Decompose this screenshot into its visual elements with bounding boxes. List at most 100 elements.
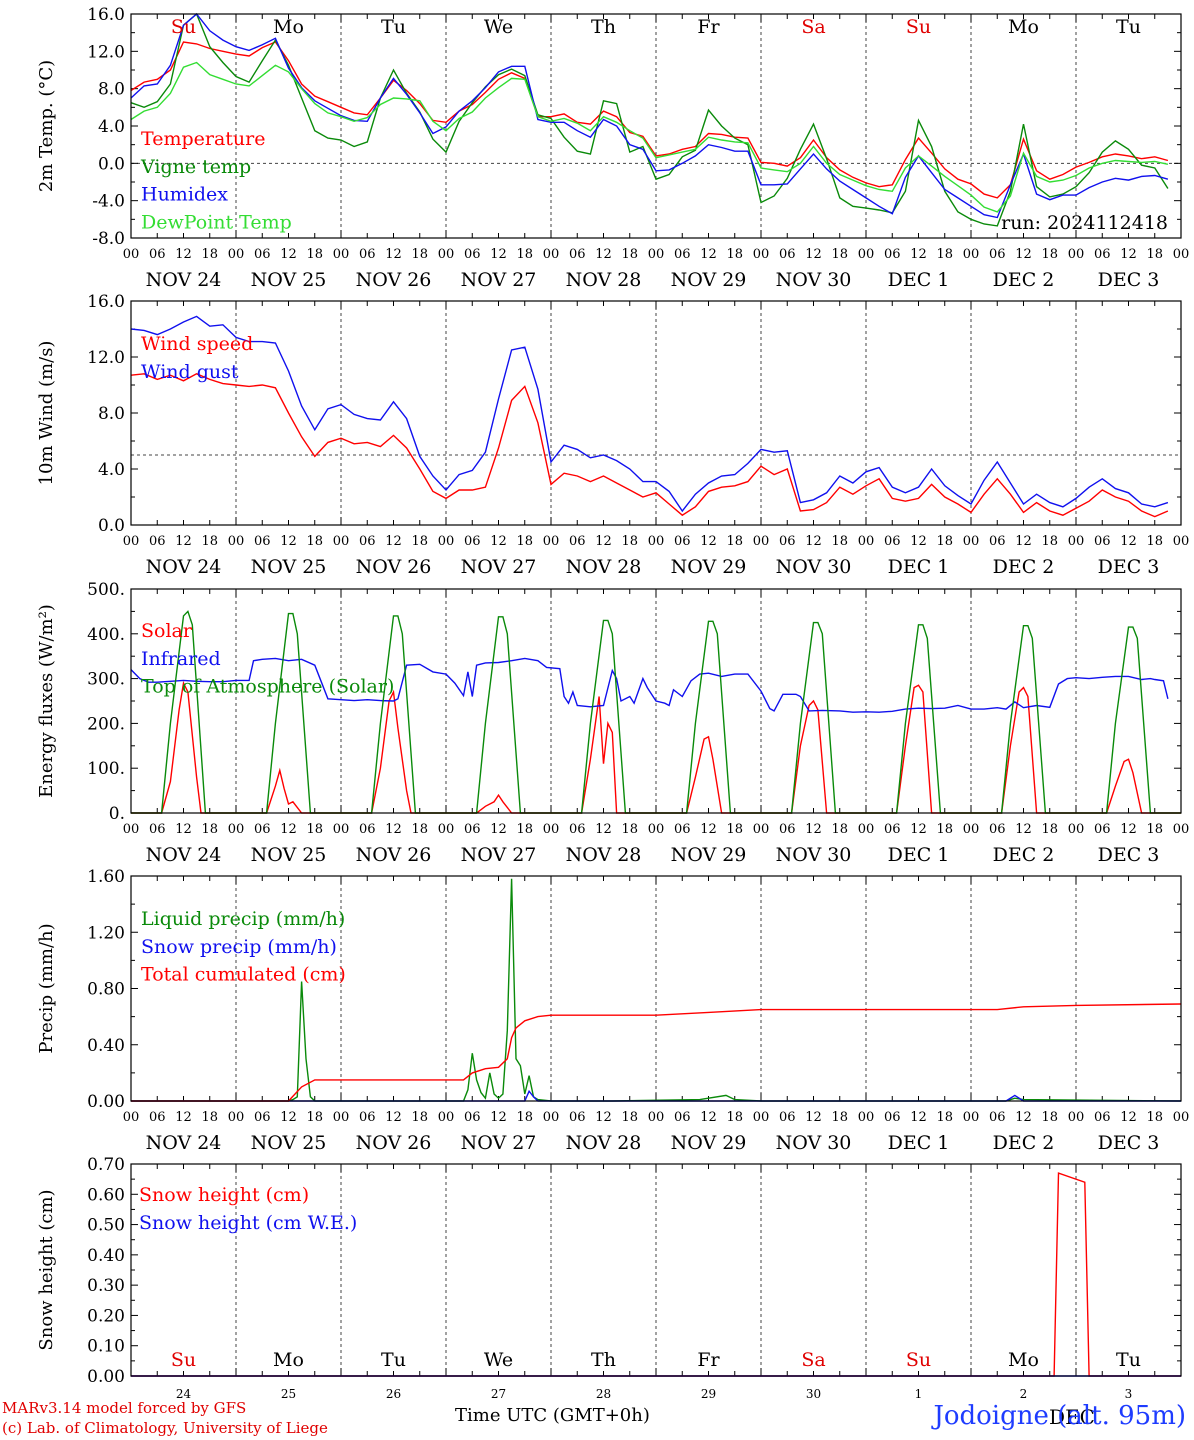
- date-label: NOV 28: [566, 269, 642, 291]
- y-tick-label: 12.0: [87, 348, 125, 368]
- x-tick-label: 06: [674, 247, 691, 262]
- legend-entry: Infrared: [141, 648, 221, 670]
- weekday-label: Su: [906, 16, 931, 38]
- x-tick-label: 12: [1015, 1110, 1032, 1125]
- date-label: DEC 1: [888, 1132, 950, 1154]
- series-line-liquid-precip-mm-h: [131, 878, 1182, 1102]
- x-tick-label: 12: [805, 1110, 822, 1125]
- station-location: Jodoigne (alt. 95m): [933, 1401, 1186, 1431]
- x-tick-label: 18: [411, 247, 428, 262]
- weekday-label: Sa: [801, 1349, 825, 1371]
- day-number-label: 26: [386, 1387, 401, 1401]
- day-number-label: 29: [701, 1387, 716, 1401]
- day-number-label: 2: [1020, 1387, 1028, 1401]
- x-tick-label: 00: [963, 247, 980, 262]
- x-tick-label: 06: [359, 247, 376, 262]
- panel-3: 500. 400. 300. 200. 100. 0. Energy fluxes (W/m…: [36, 580, 1189, 866]
- x-tick-label: 12: [280, 247, 297, 262]
- y-tick-label: 1.20: [87, 923, 125, 943]
- x-tick-label: 00: [648, 1110, 665, 1125]
- x-tick-label: 18: [1146, 1110, 1163, 1125]
- x-tick-label: 00: [333, 247, 350, 262]
- date-label: NOV 28: [566, 1132, 642, 1154]
- x-tick-label: 18: [1146, 534, 1163, 549]
- x-tick-label: 12: [595, 247, 612, 262]
- x-tick-label: 00: [228, 822, 245, 837]
- date-label: NOV 27: [461, 844, 537, 866]
- date-label: NOV 29: [671, 269, 747, 291]
- x-tick-label: 12: [595, 1110, 612, 1125]
- x-tick-label: 06: [674, 822, 691, 837]
- x-tick-label: 00: [753, 247, 770, 262]
- x-tick-label: 06: [1094, 1110, 1111, 1125]
- y-tick-label: 0.00: [87, 1092, 125, 1112]
- legend-entry: Vigne temp: [140, 156, 251, 178]
- series-line-solar: [131, 680, 1181, 814]
- x-tick-label: 12: [175, 822, 192, 837]
- x-tick-label: 18: [1041, 822, 1058, 837]
- date-label: NOV 25: [251, 556, 327, 578]
- series-line-vigne-temp: [130, 12, 1169, 227]
- legend-entry: Snow height (cm): [139, 1184, 309, 1206]
- x-tick-label: 00: [1173, 534, 1190, 549]
- x-tick-label: 12: [1120, 534, 1137, 549]
- x-tick-label: 06: [674, 534, 691, 549]
- y-tick-label: 1.60: [87, 867, 125, 887]
- y-tick-label: 0.0: [98, 154, 125, 174]
- y-tick-label: 0.60: [87, 1185, 125, 1205]
- x-tick-label: 06: [254, 534, 271, 549]
- date-label: NOV 27: [461, 1132, 537, 1154]
- x-tick-label: 18: [831, 822, 848, 837]
- x-tick-label: 00: [648, 247, 665, 262]
- date-label: NOV 29: [671, 844, 747, 866]
- x-tick-label: 06: [884, 247, 901, 262]
- x-tick-label: 18: [411, 822, 428, 837]
- y-axis-title: Energy fluxes (W/m²): [36, 604, 57, 798]
- y-tick-label: 500.: [87, 580, 125, 600]
- x-tick-label: 18: [726, 534, 743, 549]
- x-tick-label: 18: [621, 534, 638, 549]
- weekday-label: Mo: [273, 16, 304, 38]
- weekday-label: Tu: [1116, 1349, 1141, 1371]
- x-tick-label: 12: [700, 822, 717, 837]
- x-tick-label: 00: [753, 1110, 770, 1125]
- x-tick-label: 12: [175, 1110, 192, 1125]
- x-tick-label: 06: [1094, 247, 1111, 262]
- y-tick-label: 0.10: [87, 1337, 125, 1357]
- run-label: run: 2024112418: [1001, 212, 1168, 234]
- date-label: DEC 1: [888, 844, 950, 866]
- x-tick-label: 06: [989, 1110, 1006, 1125]
- x-tick-label: 00: [228, 247, 245, 262]
- x-tick-label: 00: [753, 822, 770, 837]
- x-tick-label: 12: [805, 822, 822, 837]
- legend-entry: Wind gust: [141, 361, 239, 383]
- legend-entry: DewPoint Temp: [141, 211, 292, 233]
- x-tick-label: 00: [1068, 1110, 1085, 1125]
- x-tick-label: 00: [648, 822, 665, 837]
- date-label: NOV 27: [461, 556, 537, 578]
- x-tick-label: 12: [805, 534, 822, 549]
- x-tick-label: 18: [621, 247, 638, 262]
- x-tick-label: 00: [858, 1110, 875, 1125]
- date-label: NOV 30: [776, 556, 852, 578]
- y-tick-label: 0.40: [87, 1036, 125, 1056]
- x-tick-label: 12: [490, 247, 507, 262]
- y-tick-label: 100.: [87, 759, 125, 779]
- x-tick-label: 06: [779, 534, 796, 549]
- x-tick-label: 12: [1120, 822, 1137, 837]
- weekday-label: Su: [906, 1349, 931, 1371]
- x-tick-label: 06: [359, 1110, 376, 1125]
- weekday-label: Mo: [273, 1349, 304, 1371]
- x-tick-label: 06: [464, 247, 481, 262]
- series-line-humidex: [130, 12, 1169, 219]
- legend-entry: Total cumulated (cm): [141, 964, 346, 986]
- x-tick-label: 00: [963, 1110, 980, 1125]
- weekday-label: Tu: [1116, 16, 1141, 38]
- x-tick-label: 00: [438, 534, 455, 549]
- y-tick-label: 0.30: [87, 1276, 125, 1296]
- series-line-total-cumulated-cm: [131, 1003, 1182, 1102]
- day-number-label: 30: [806, 1387, 821, 1401]
- x-tick-label: 18: [831, 1110, 848, 1125]
- x-tick-label: 06: [254, 1110, 271, 1125]
- date-label: NOV 25: [251, 1132, 327, 1154]
